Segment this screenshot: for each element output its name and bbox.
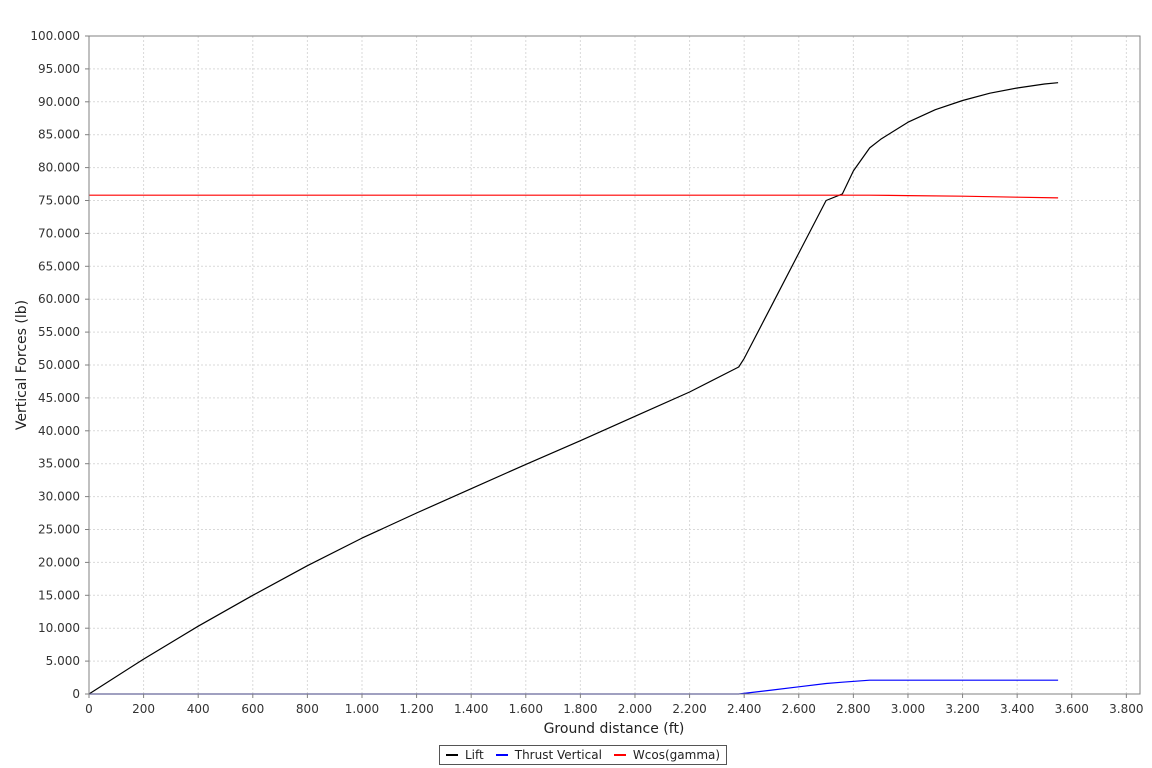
series-group: [88, 82, 1059, 695]
x-tick-label: 1.200: [399, 702, 433, 716]
y-tick-label: 10.000: [38, 621, 80, 635]
x-tick-label: 1.800: [563, 702, 597, 716]
legend-label: Lift: [465, 748, 484, 762]
y-tick-label: 40.000: [38, 424, 80, 438]
x-tick-label: 3.200: [945, 702, 979, 716]
y-tick-label: 30.000: [38, 490, 80, 504]
y-tick-label: 95.000: [38, 62, 80, 76]
x-axis: 0 200 400 600 800 1.000 1.200 1.400 1.600 1.800 2.…: [85, 693, 1144, 716]
legend-swatch: [613, 754, 626, 756]
x-tick-label: 3.800: [1109, 702, 1143, 716]
y-tick-label: 20.000: [38, 555, 80, 569]
y-tick-label: 80.000: [38, 161, 80, 175]
x-tick-label: 2.600: [782, 702, 816, 716]
y-tick-label: 15.000: [38, 588, 80, 602]
legend-label: Wcos(gamma): [632, 748, 721, 762]
y-tick-label: 5.000: [46, 654, 80, 668]
y-tick-label: 60.000: [38, 292, 80, 306]
legend: Lift Thrust Vertical Wcos(gamma): [439, 745, 728, 765]
y-tick-label: 90.000: [38, 95, 80, 109]
y-tick-label: 45.000: [38, 391, 80, 405]
y-tick-label: 75.000: [38, 194, 80, 208]
y-tick-label: 55.000: [38, 325, 80, 339]
x-tick-label: 3.400: [1000, 702, 1034, 716]
x-tick-label: 800: [296, 702, 319, 716]
y-tick-label: 85.000: [38, 128, 80, 142]
series-line-wcos-gamma: [89, 194, 1059, 199]
y-tick-label: 65.000: [38, 259, 80, 273]
x-tick-label: 3.000: [891, 702, 925, 716]
x-axis-title: Ground distance (ft): [544, 721, 685, 737]
y-axis-title: Vertical Forces (lb): [14, 300, 30, 430]
x-tick-label: 1.000: [345, 702, 379, 716]
grid: [89, 35, 1140, 694]
y-tick-label: 25.000: [38, 523, 80, 537]
x-tick-label: 2.000: [618, 702, 652, 716]
x-tick-label: 0: [85, 702, 93, 716]
x-tick-label: 1.600: [509, 702, 543, 716]
series-line-thrust-vertical: [89, 679, 1059, 695]
y-tick-label: 0: [72, 687, 80, 701]
x-tick-label: 2.200: [672, 702, 706, 716]
chart: 0 200 400 600 800 1.000 1.200 1.400 1.600 1.800 2.…: [14, 29, 1144, 737]
legend-swatch: [495, 754, 508, 756]
legend-label: Thrust Vertical: [514, 748, 602, 762]
y-tick-label: 35.000: [38, 457, 80, 471]
legend-item-lift: Lift: [446, 748, 484, 762]
x-tick-label: 400: [187, 702, 210, 716]
x-tick-label: 1.400: [454, 702, 488, 716]
y-tick-label: 50.000: [38, 358, 80, 372]
legend-swatch: [446, 754, 458, 756]
legend-item-thrust-vertical: Thrust Vertical: [495, 748, 602, 762]
y-axis: 0 5.000 10.000 15.000 20.000 25.000 30.000 35.0…: [30, 29, 90, 701]
x-tick-label: 3.600: [1055, 702, 1089, 716]
x-tick-label: 2.800: [836, 702, 870, 716]
series-line-lift: [88, 82, 1059, 695]
x-tick-label: 600: [241, 702, 264, 716]
y-tick-label: 100.000: [30, 29, 80, 43]
legend-item-wcos-gamma: Wcos(gamma): [613, 748, 721, 762]
x-tick-label: 200: [132, 702, 155, 716]
x-tick-label: 2.400: [727, 702, 761, 716]
y-tick-label: 70.000: [38, 226, 80, 240]
